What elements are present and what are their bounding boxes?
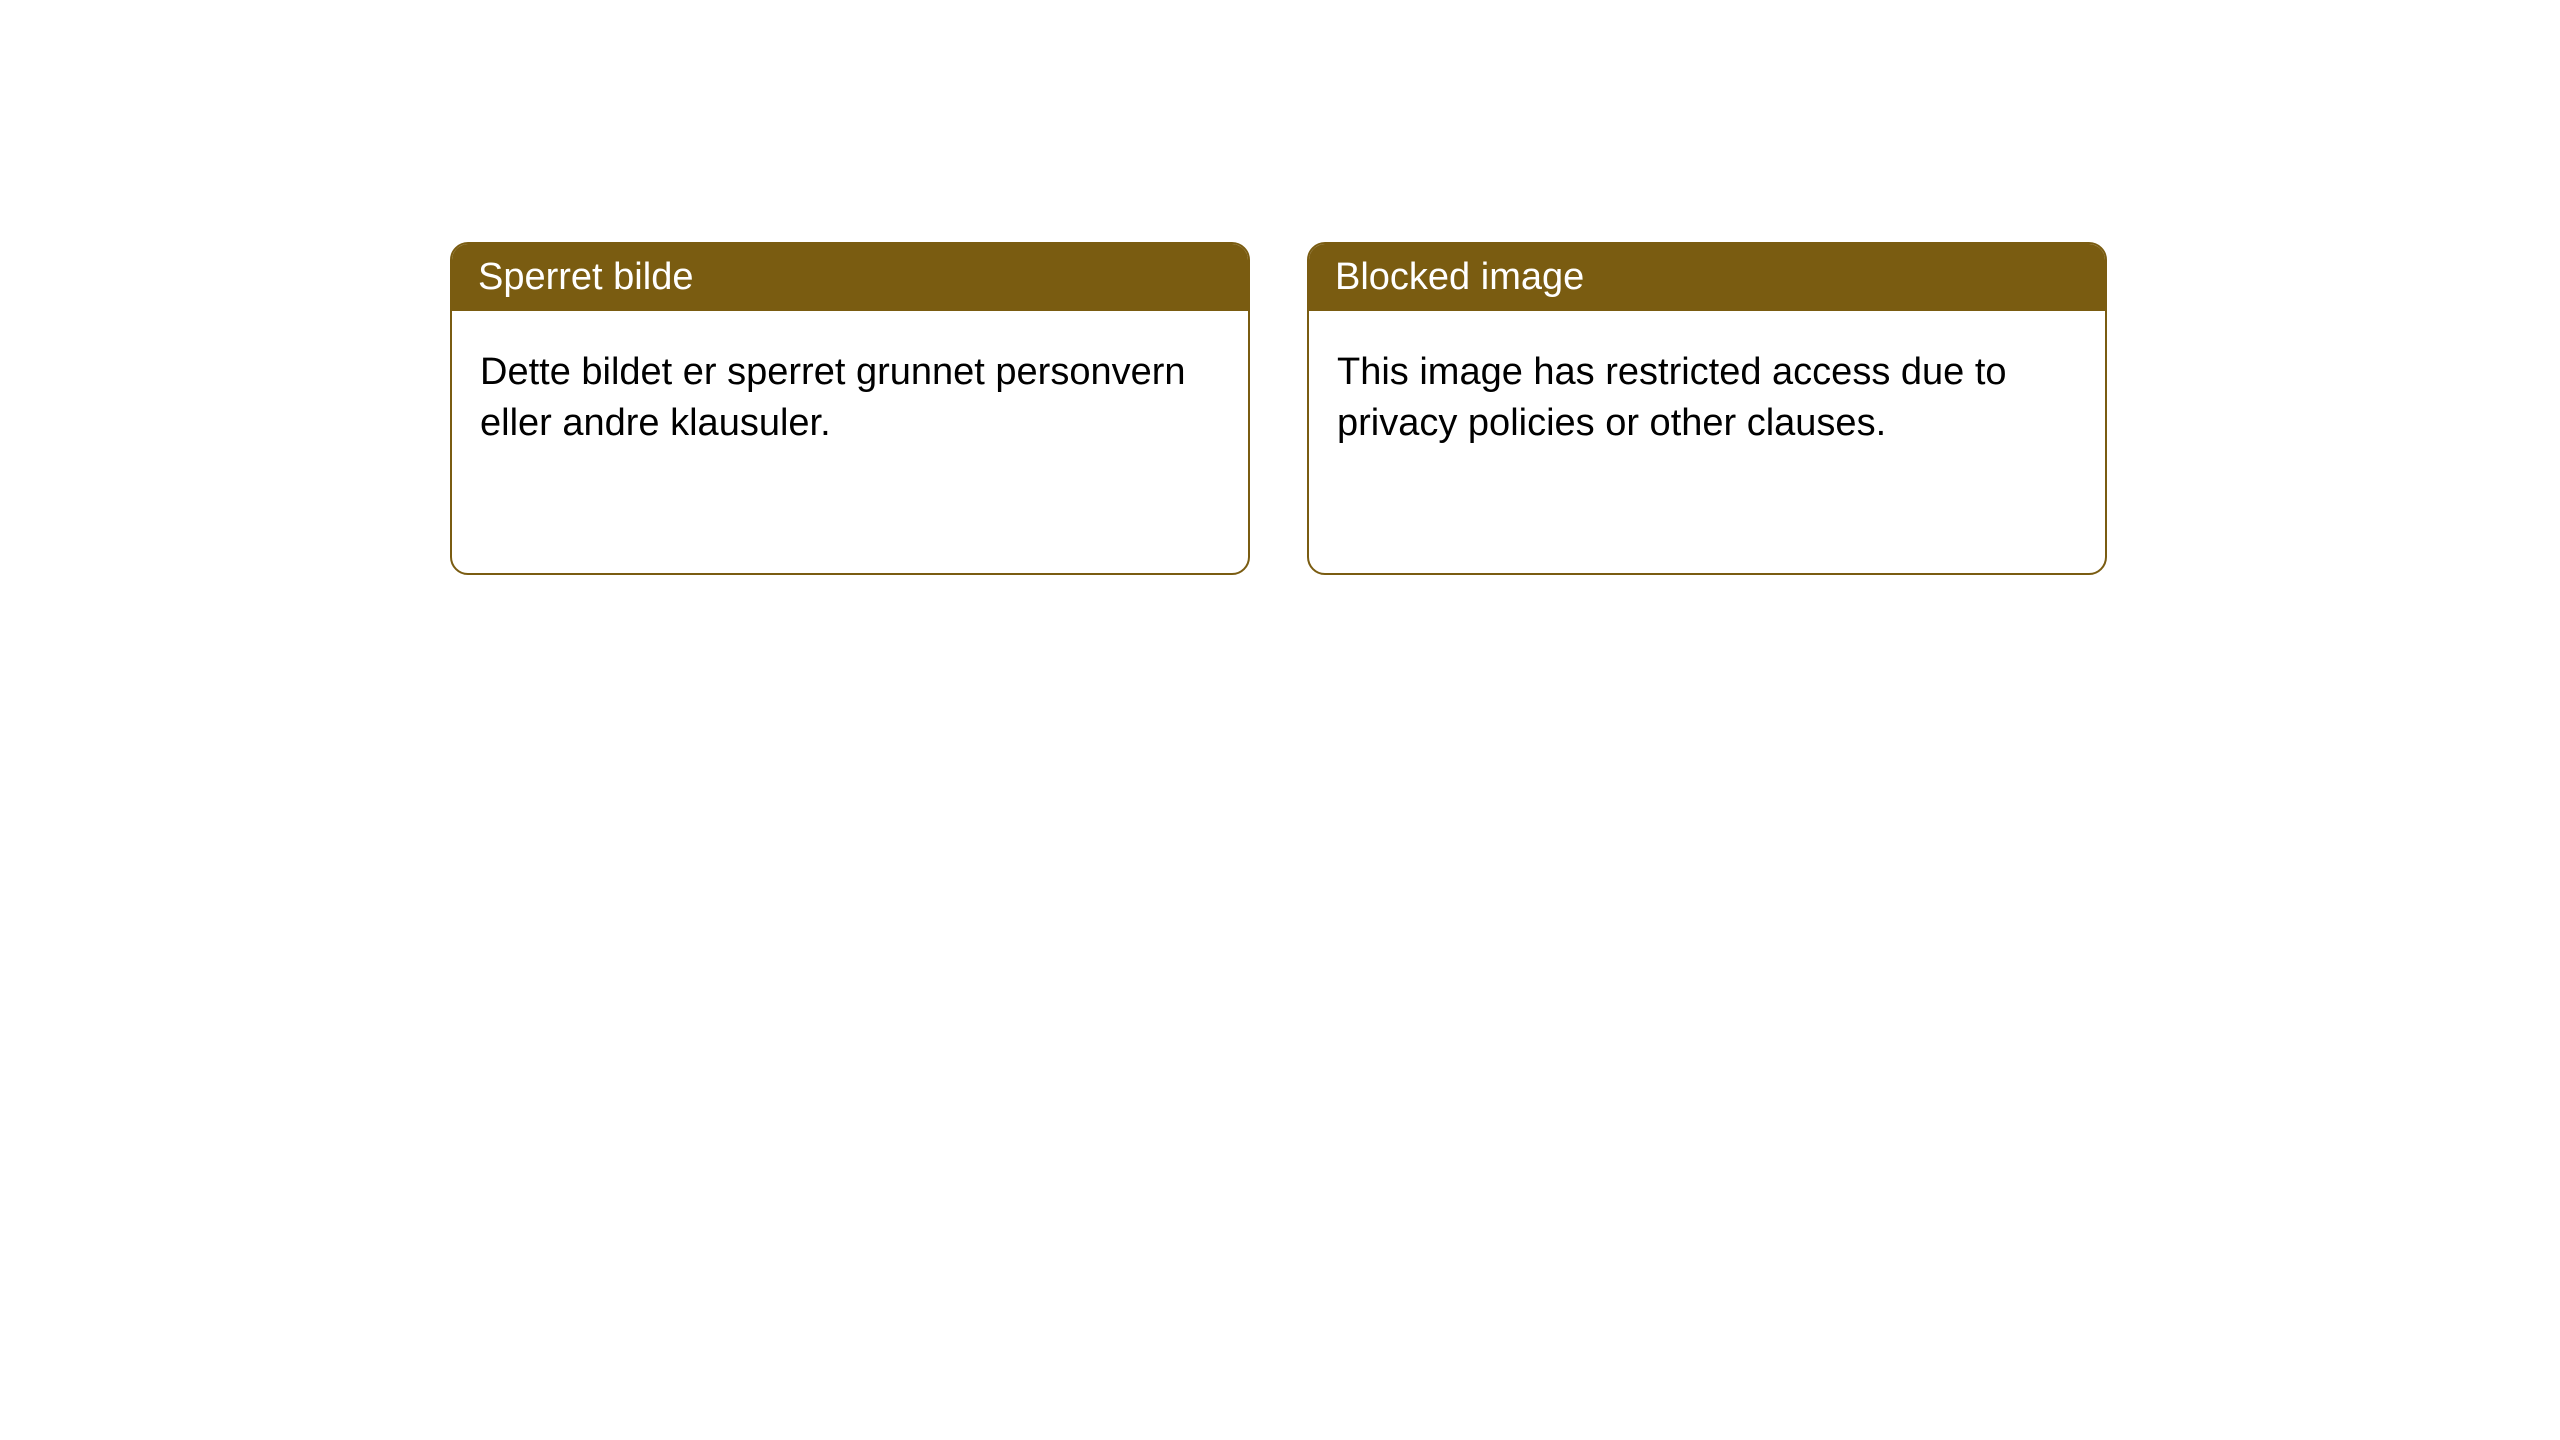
card-body-english: This image has restricted access due to … [1309,311,2105,485]
card-header-english: Blocked image [1309,244,2105,311]
blocked-image-notices: Sperret bilde Dette bildet er sperret gr… [450,242,2107,575]
card-title: Sperret bilde [478,256,693,298]
card-body-norwegian: Dette bildet er sperret grunnet personve… [452,311,1248,485]
card-english: Blocked image This image has restricted … [1307,242,2107,575]
card-body-text: Dette bildet er sperret grunnet personve… [480,351,1186,444]
card-body-text: This image has restricted access due to … [1337,351,2007,444]
card-header-norwegian: Sperret bilde [452,244,1248,311]
card-norwegian: Sperret bilde Dette bildet er sperret gr… [450,242,1250,575]
card-title: Blocked image [1335,256,1584,298]
